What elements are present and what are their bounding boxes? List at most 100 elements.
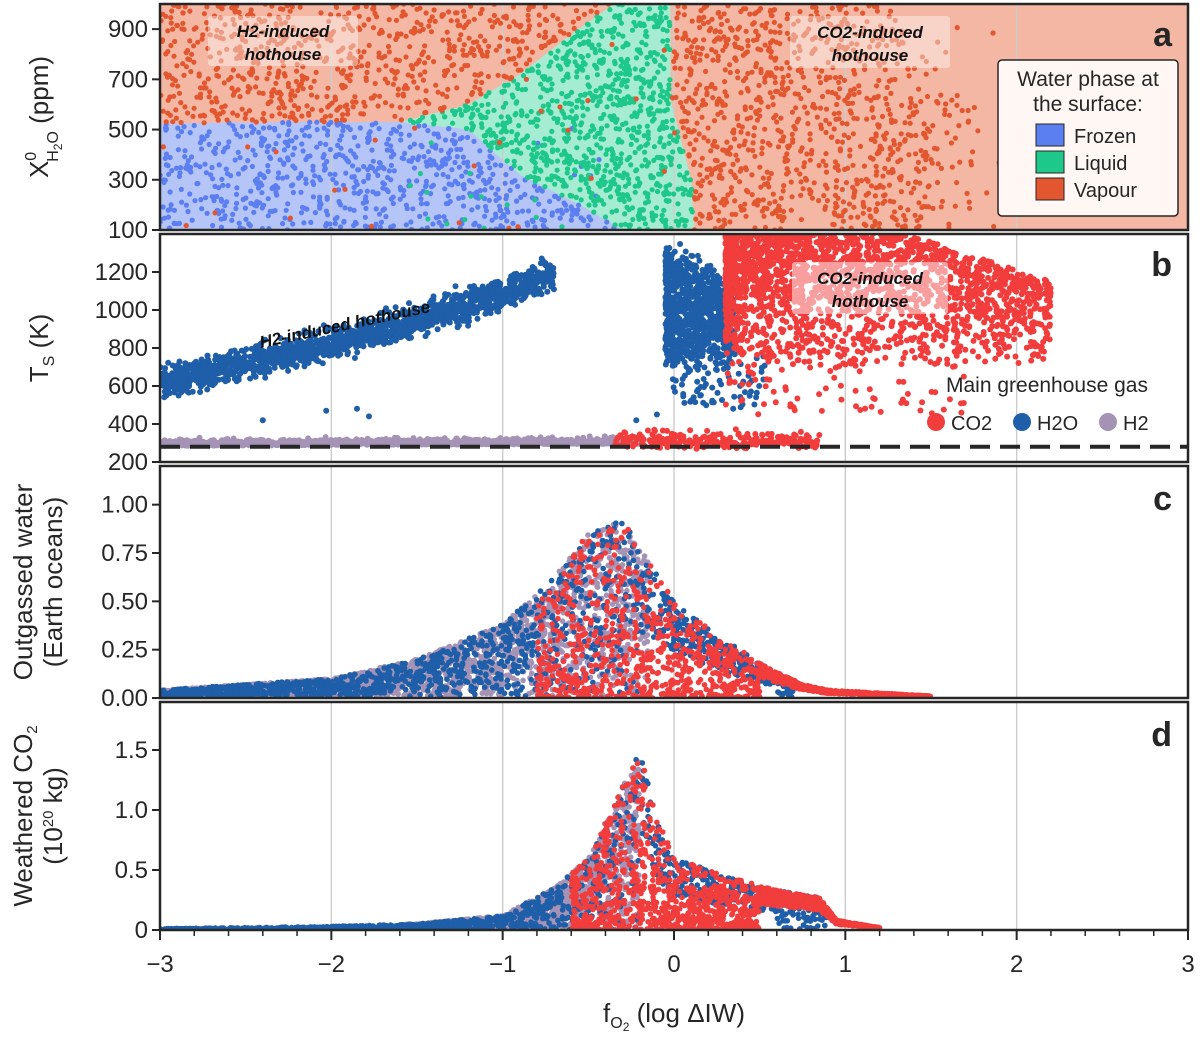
data-point-liquid: [577, 187, 582, 192]
data-point-vapour: [921, 204, 926, 209]
data-point-liquid: [646, 107, 651, 112]
data-point-frozen: [254, 181, 259, 186]
data-point-vapour: [710, 142, 715, 147]
data-point-vapour: [339, 70, 344, 75]
data-point-frozen: [347, 207, 352, 212]
data-point-vapour: [743, 104, 748, 109]
data-point-liquid: [490, 140, 495, 145]
data-point-liquid: [665, 43, 670, 48]
data-point-frozen: [385, 148, 390, 153]
data-point-vapour: [372, 11, 377, 16]
data-point-vapour: [966, 108, 971, 113]
data-point-h2o: [474, 287, 480, 293]
data-point-liquid: [596, 42, 601, 47]
data-point-vapour: [344, 102, 349, 107]
data-point-frozen: [272, 126, 277, 131]
data-point-vapour: [446, 9, 451, 14]
legend-label-frozen: Frozen: [1074, 126, 1136, 148]
data-point-frozen: [237, 221, 242, 226]
data-point-vapour: [445, 30, 450, 35]
data-point-vapour: [790, 132, 795, 137]
data-point-frozen: [374, 206, 379, 211]
data-point-vapour: [334, 118, 339, 123]
data-point-liquid: [633, 168, 638, 173]
data-point-liquid: [491, 108, 496, 113]
data-point-frozen: [266, 196, 271, 201]
data-point-liquid: [640, 67, 645, 72]
data-point-vapour: [270, 89, 275, 94]
data-point-vapour: [609, 42, 614, 47]
data-point-vapour: [496, 73, 501, 78]
data-point-frozen: [522, 192, 527, 197]
data-point-vapour: [174, 116, 179, 121]
data-point-vapour: [472, 17, 477, 22]
data-point-frozen: [267, 125, 272, 130]
data-point-h2o: [539, 256, 545, 262]
data-point-liquid: [652, 76, 657, 81]
data-point-vapour: [566, 32, 571, 37]
data-point-vapour: [922, 194, 927, 199]
data-point-liquid: [450, 108, 455, 113]
y-tick-label: 900: [108, 16, 148, 43]
data-point-vapour: [558, 29, 563, 34]
data-point-liquid: [614, 71, 619, 76]
data-point-h2o: [314, 349, 320, 355]
data-point-liquid: [643, 29, 648, 34]
data-point-h2o: [166, 385, 172, 391]
data-point-vapour: [695, 45, 700, 50]
data-point-liquid: [670, 149, 675, 154]
data-point-vapour: [716, 209, 721, 214]
data-point-liquid: [627, 155, 632, 160]
data-point-vapour: [712, 118, 717, 123]
data-point-vapour: [350, 99, 355, 104]
data-point-frozen: [322, 152, 327, 157]
data-point-vapour: [701, 135, 706, 140]
data-point-liquid: [560, 122, 565, 127]
data-point-frozen: [219, 199, 224, 204]
data-point-frozen: [352, 135, 357, 140]
data-point-vapour: [361, 100, 366, 105]
data-point-vapour: [526, 13, 531, 18]
data-point-vapour: [461, 9, 466, 14]
data-point-frozen: [324, 209, 329, 214]
data-point-vapour: [725, 18, 730, 23]
data-point-frozen: [346, 159, 351, 164]
data-point-vapour: [869, 183, 874, 188]
data-point-liquid: [635, 130, 640, 135]
data-point-vapour: [163, 14, 168, 19]
data-point-vapour: [708, 26, 713, 31]
data-point-h2o: [438, 303, 444, 309]
data-point-vapour: [692, 197, 697, 202]
data-point-liquid: [652, 50, 657, 55]
data-point-liquid: [602, 168, 607, 173]
data-point-vapour: [543, 29, 548, 34]
data-point-frozen: [361, 179, 366, 184]
data-point-h2o: [533, 280, 539, 286]
data-point-vapour: [692, 55, 697, 60]
data-point-vapour: [201, 85, 206, 90]
data-point-liquid: [615, 140, 620, 145]
data-point-vapour: [760, 146, 765, 151]
data-point-liquid: [523, 87, 528, 92]
data-point-frozen: [355, 143, 360, 148]
data-point-frozen: [510, 180, 515, 185]
data-point-frozen: [377, 160, 382, 165]
data-point-liquid: [505, 202, 510, 207]
data-point-vapour: [433, 19, 438, 24]
data-point-frozen: [456, 196, 461, 201]
data-point-frozen: [498, 208, 503, 213]
data-point-vapour: [874, 173, 879, 178]
data-point-liquid: [608, 179, 613, 184]
data-point-liquid: [500, 90, 505, 95]
data-point-frozen: [335, 122, 340, 127]
data-point-frozen: [488, 177, 493, 182]
data-point-vapour: [777, 41, 782, 46]
data-point-frozen: [379, 220, 384, 225]
data-point-vapour: [464, 22, 469, 27]
data-point-vapour: [721, 162, 726, 167]
data-point-vapour: [735, 69, 740, 74]
data-point-frozen: [234, 201, 239, 206]
data-point-liquid: [604, 123, 609, 128]
data-point-liquid: [555, 99, 560, 104]
data-point-vapour: [741, 142, 746, 147]
